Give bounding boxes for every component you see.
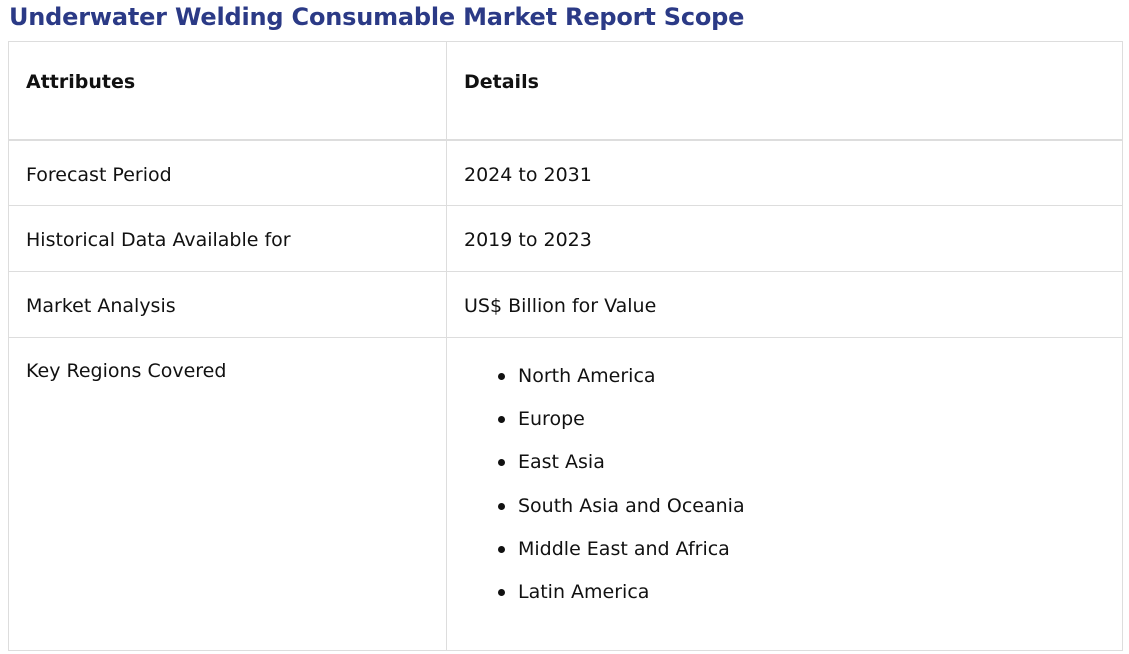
list-item: East Asia [498,450,1105,474]
header-attributes: Attributes [8,41,447,140]
detail-cell: US$ Billion for Value [446,271,1123,338]
list-item: North America [498,364,1105,388]
list-item: Europe [498,407,1105,431]
list-item: Latin America [498,580,1105,604]
region-label: Middle East and Africa [518,537,730,560]
bullet-icon [498,459,505,467]
detail-cell: 2019 to 2023 [446,205,1123,272]
table-row: Market Analysis US$ Billion for Value [8,271,1123,338]
region-label: Europe [518,408,585,431]
header-details: Details [446,41,1123,140]
detail-cell: 2024 to 2031 [446,139,1123,206]
region-label: Latin America [518,580,650,603]
region-label: North America [518,365,656,387]
detail-cell-regions: North America Europe East Asia South Asi… [446,337,1123,651]
table-row: Historical Data Available for 2019 to 20… [8,205,1123,272]
bullet-icon [498,588,505,596]
list-item: Middle East and Africa [498,537,1105,561]
list-item: South Asia and Oceania [498,494,1105,518]
report-scope-table: Attributes Details Forecast Period 2024 … [8,41,1123,651]
table-row-regions: Key Regions Covered North America Europe… [8,337,1123,651]
bullet-icon [498,373,505,380]
region-label: East Asia [518,451,605,474]
page-title: Underwater Welding Consumable Market Rep… [9,3,745,31]
table-header-row: Attributes Details [8,41,1123,140]
bullet-icon [498,502,505,510]
bullet-icon [498,545,505,553]
table-row: Forecast Period 2024 to 2031 [8,139,1123,206]
region-list: North America Europe East Asia South Asi… [464,364,1105,604]
attribute-cell: Market Analysis [8,271,447,338]
attribute-cell: Historical Data Available for [8,205,447,272]
attribute-cell: Key Regions Covered [8,337,447,651]
region-label: South Asia and Oceania [518,494,745,517]
bullet-icon [498,416,505,424]
attribute-cell: Forecast Period [8,139,447,206]
